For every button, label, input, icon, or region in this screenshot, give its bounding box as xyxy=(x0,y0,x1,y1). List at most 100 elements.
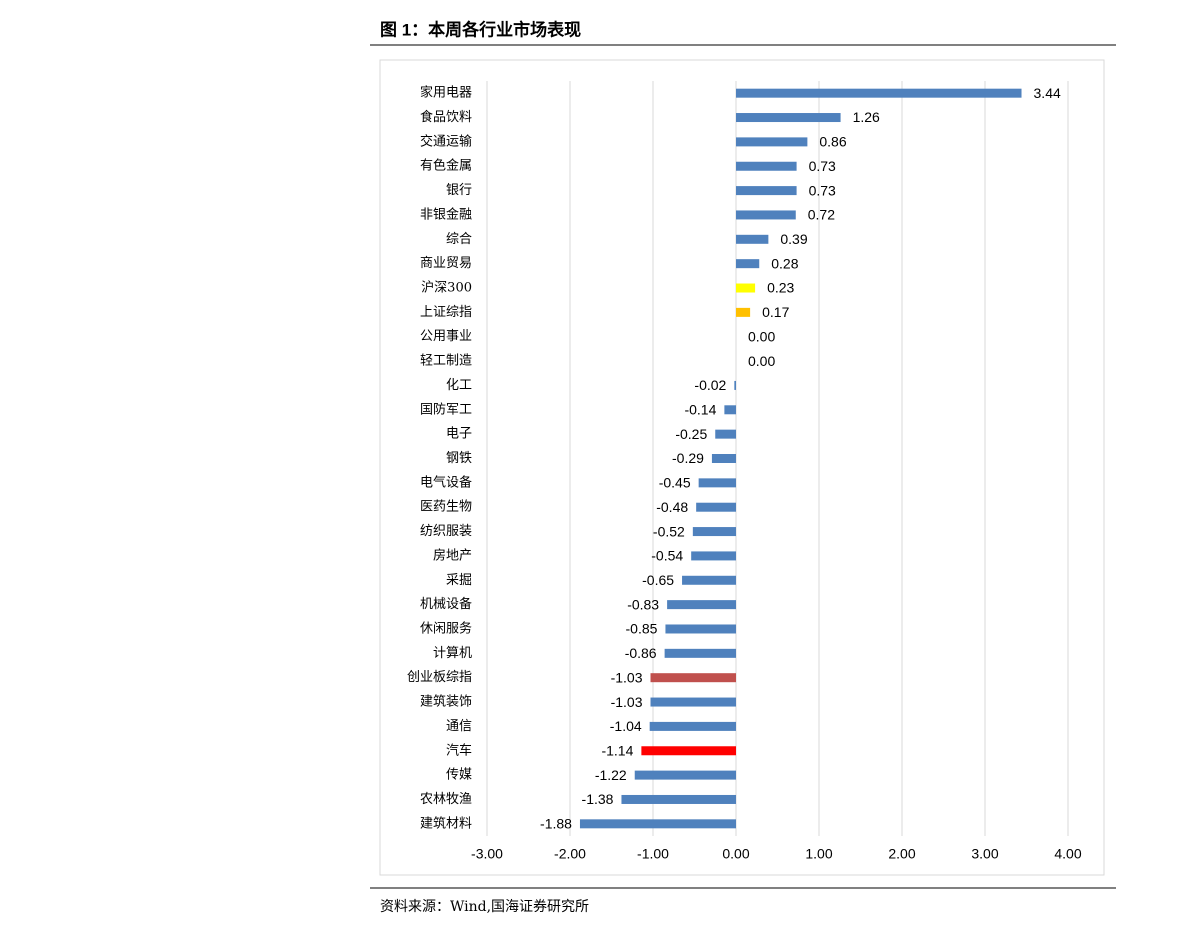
bar xyxy=(634,770,736,780)
bar xyxy=(696,502,736,512)
x-tick-label: -3.00 xyxy=(471,846,503,862)
x-tick-label: 3.00 xyxy=(971,846,998,862)
y-tick-label: 机械设备 xyxy=(420,596,472,612)
value-label: 0.00 xyxy=(748,353,775,369)
bar xyxy=(736,161,797,171)
bar xyxy=(665,624,736,634)
y-tick-label: 非银金融 xyxy=(420,206,472,222)
value-label: 0.73 xyxy=(809,182,836,198)
value-label: -0.45 xyxy=(659,475,691,491)
y-tick-label: 医药生物 xyxy=(420,500,472,515)
value-label: 3.44 xyxy=(1034,85,1061,101)
bar xyxy=(736,210,796,220)
bar xyxy=(736,137,808,147)
value-label: 0.00 xyxy=(748,328,775,344)
x-tick-label: 4.00 xyxy=(1054,846,1081,862)
value-label: -0.85 xyxy=(626,621,658,637)
y-tick-label: 国防军工 xyxy=(420,401,472,417)
y-tick-label: 建筑装饰 xyxy=(420,694,472,710)
y-tick-label: 食品饮料 xyxy=(420,109,472,125)
bar xyxy=(667,600,736,610)
bar xyxy=(734,380,736,390)
value-label: 0.73 xyxy=(809,158,836,174)
y-tick-label: 钢铁 xyxy=(446,451,472,466)
x-tick-label: 2.00 xyxy=(888,846,915,862)
bar xyxy=(641,746,736,756)
bar xyxy=(715,429,736,439)
bar xyxy=(736,234,769,244)
value-label: -0.86 xyxy=(625,645,657,661)
y-tick-label: 纺织服装 xyxy=(420,524,472,539)
source-note: 资料来源：Wind,国海证券研究所 xyxy=(380,899,589,915)
bar xyxy=(736,113,841,123)
bar xyxy=(736,88,1022,98)
y-tick-label: 电气设备 xyxy=(420,474,472,490)
bar xyxy=(692,527,736,537)
y-tick-label: 家用电器 xyxy=(420,85,472,101)
value-label: 0.39 xyxy=(780,231,807,247)
value-label: -0.48 xyxy=(656,499,688,515)
value-label: -1.88 xyxy=(540,816,572,832)
value-label: 0.23 xyxy=(767,280,794,296)
value-label: -0.54 xyxy=(651,548,683,564)
y-tick-label: 电子 xyxy=(446,427,472,442)
value-label: -0.14 xyxy=(684,401,716,417)
chart-title: 图 1：本周各行业市场表现 xyxy=(380,19,581,39)
bar xyxy=(579,819,736,829)
x-tick-label: 1.00 xyxy=(805,846,832,862)
y-tick-label: 银行 xyxy=(446,183,472,198)
value-label: -1.03 xyxy=(611,669,643,685)
y-tick-label: 建筑材料 xyxy=(420,815,472,831)
bar xyxy=(711,454,736,463)
y-tick-label: 化工 xyxy=(446,378,472,393)
value-label: 1.26 xyxy=(853,109,880,125)
x-tick-label: 0.00 xyxy=(722,846,749,862)
bar xyxy=(691,551,736,561)
bar xyxy=(649,721,736,731)
value-label: -0.02 xyxy=(694,377,726,393)
bar xyxy=(736,186,797,196)
y-tick-label: 商业贸易 xyxy=(420,256,472,271)
value-label: -1.14 xyxy=(601,742,633,758)
bar xyxy=(736,283,756,293)
bar xyxy=(650,673,736,683)
bar xyxy=(621,794,736,804)
value-label: -0.29 xyxy=(672,450,704,466)
y-tick-label: 综合 xyxy=(446,232,472,247)
bar xyxy=(664,648,736,658)
bar xyxy=(724,405,736,415)
y-tick-label: 上证综指 xyxy=(420,305,472,320)
bar xyxy=(698,478,736,488)
value-label: -0.83 xyxy=(627,596,659,612)
y-tick-label: 休闲服务 xyxy=(420,620,472,636)
bar xyxy=(736,307,751,317)
bar xyxy=(650,697,736,707)
y-tick-label: 农林牧渔 xyxy=(420,792,472,807)
y-tick-label: 交通运输 xyxy=(420,133,472,149)
y-tick-label: 计算机 xyxy=(433,646,472,661)
value-label: 0.72 xyxy=(808,207,835,223)
y-tick-label: 公用事业 xyxy=(420,329,472,344)
y-tick-label: 汽车 xyxy=(446,742,472,758)
value-label: -1.22 xyxy=(595,767,627,783)
y-tick-label: 通信 xyxy=(446,719,472,734)
x-tick-label: -2.00 xyxy=(554,846,586,862)
value-label: -1.38 xyxy=(582,791,614,807)
y-tick-label: 房地产 xyxy=(433,547,472,563)
value-label: -0.25 xyxy=(675,426,707,442)
value-label: -0.65 xyxy=(642,572,674,588)
bar xyxy=(682,575,736,585)
value-label: 0.17 xyxy=(762,304,789,320)
value-label: 0.28 xyxy=(771,255,798,271)
y-tick-label: 轻工制造 xyxy=(420,354,472,369)
value-label: -1.04 xyxy=(610,718,642,734)
y-tick-label: 创业板综指 xyxy=(407,670,472,685)
y-tick-label: 传媒 xyxy=(446,768,472,783)
y-tick-label: 沪深300 xyxy=(421,280,472,296)
value-label: 0.86 xyxy=(819,134,846,150)
bar xyxy=(736,259,760,269)
value-label: -0.52 xyxy=(653,523,685,539)
x-tick-label: -1.00 xyxy=(637,846,669,862)
